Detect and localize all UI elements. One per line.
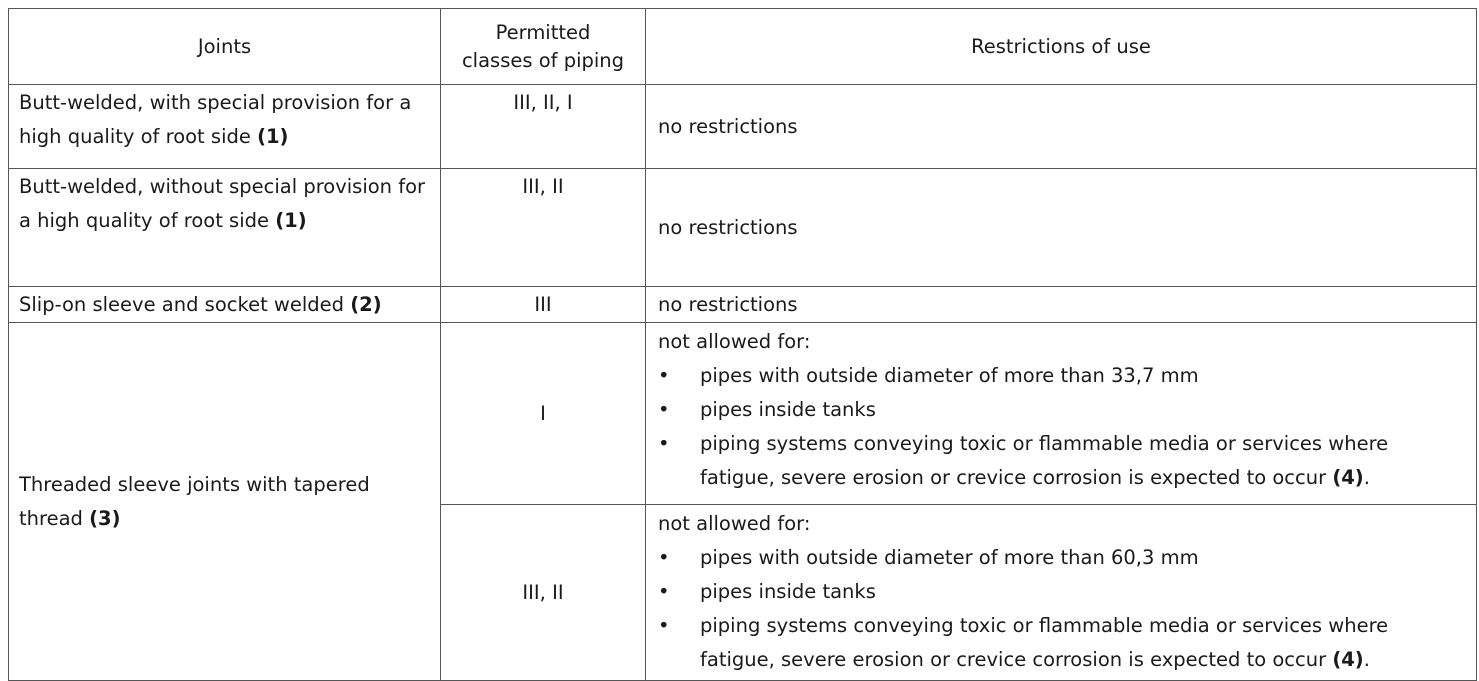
- restriction-intro: not allowed for:: [658, 330, 811, 353]
- header-classes-line1: Permitted: [495, 20, 591, 44]
- header-joints: Joints: [8, 8, 441, 85]
- list-item-text: piping systems conveying toxic or flamma…: [700, 614, 1389, 671]
- list-item: • pipes with outside diameter of more tha…: [658, 541, 1466, 575]
- list-item-text: pipes with outside diameter of more than…: [700, 546, 1199, 569]
- joint-text: Slip-on sleeve and socket welded: [19, 293, 345, 316]
- classes-cell: III, II: [440, 504, 646, 681]
- list-item-text: piping systems conveying toxic or flamma…: [700, 432, 1389, 489]
- footnote-ref: (2): [350, 293, 382, 316]
- list-item-text: pipes inside tanks: [700, 580, 876, 603]
- list-item: • piping systems conveying toxic or flamm…: [658, 609, 1466, 677]
- restriction-cell: no restrictions: [645, 84, 1477, 169]
- joint-cell: Slip-on sleeve and socket welded (2): [8, 286, 441, 323]
- joint-cell: Butt-welded, without special provision f…: [8, 168, 441, 287]
- header-restrictions: Restrictions of use: [645, 8, 1477, 85]
- list-item-text: pipes with outside diameter of more than…: [700, 364, 1199, 387]
- list-item-text: pipes inside tanks: [700, 398, 876, 421]
- footnote-ref: (1): [275, 209, 307, 232]
- bullet-icon: •: [658, 432, 670, 455]
- footnote-ref: (3): [89, 507, 121, 530]
- restriction-list: • pipes with outside diameter of more tha…: [658, 359, 1466, 495]
- bullet-icon: •: [658, 580, 670, 603]
- restriction-intro: not allowed for:: [658, 512, 811, 535]
- list-item: • pipes with outside diameter of more tha…: [658, 359, 1466, 393]
- table-row: III, II not allowed for: • pipes with out…: [9, 504, 1477, 681]
- list-item-end: .: [1363, 466, 1370, 489]
- bullet-icon: •: [658, 364, 670, 387]
- piping-joints-table: Joints Permitted classes of piping Restr…: [8, 8, 1477, 681]
- table-row: Butt-welded, without special provision f…: [8, 168, 1477, 287]
- header-permitted-classes: Permitted classes of piping: [440, 8, 646, 85]
- table-row: Threaded sleeve joints with tapered thre…: [8, 322, 1477, 681]
- classes-cell: I: [440, 322, 646, 505]
- classes-cell: III, II, I: [440, 84, 646, 169]
- restriction-cell: not allowed for: • pipes with outside dia…: [645, 504, 1477, 681]
- joint-text: Threaded sleeve joints with tapered thre…: [19, 473, 370, 530]
- restriction-cell: no restrictions: [645, 286, 1477, 323]
- table-row: Butt-welded, with special provision for …: [8, 84, 1477, 169]
- joint-text: Butt-welded, without special provision f…: [19, 175, 426, 232]
- list-item-end: .: [1363, 648, 1370, 671]
- classes-cell: III: [440, 286, 646, 323]
- bullet-icon: •: [658, 546, 670, 569]
- restriction-cell: not allowed for: • pipes with outside dia…: [645, 322, 1477, 505]
- footnote-ref: (4): [1332, 648, 1364, 671]
- table-row: Slip-on sleeve and socket welded (2) III…: [8, 286, 1477, 323]
- list-item: • piping systems conveying toxic or flamm…: [658, 427, 1466, 495]
- joint-cell: Butt-welded, with special provision for …: [8, 84, 441, 169]
- bullet-icon: •: [658, 614, 670, 637]
- bullet-icon: •: [658, 398, 670, 421]
- joint-cell-threaded: Threaded sleeve joints with tapered thre…: [8, 322, 441, 681]
- header-row: Joints Permitted classes of piping Restr…: [8, 8, 1477, 85]
- footnote-ref: (4): [1332, 466, 1364, 489]
- restriction-list: • pipes with outside diameter of more tha…: [658, 541, 1466, 677]
- footnote-ref: (1): [257, 125, 289, 148]
- classes-cell: III, II: [440, 168, 646, 287]
- list-item: • pipes inside tanks: [658, 393, 1466, 427]
- restriction-cell: no restrictions: [645, 168, 1477, 287]
- joint-text: Butt-welded, with special provision for …: [19, 91, 412, 148]
- header-classes-line2: classes of piping: [461, 48, 625, 72]
- list-item: • pipes inside tanks: [658, 575, 1466, 609]
